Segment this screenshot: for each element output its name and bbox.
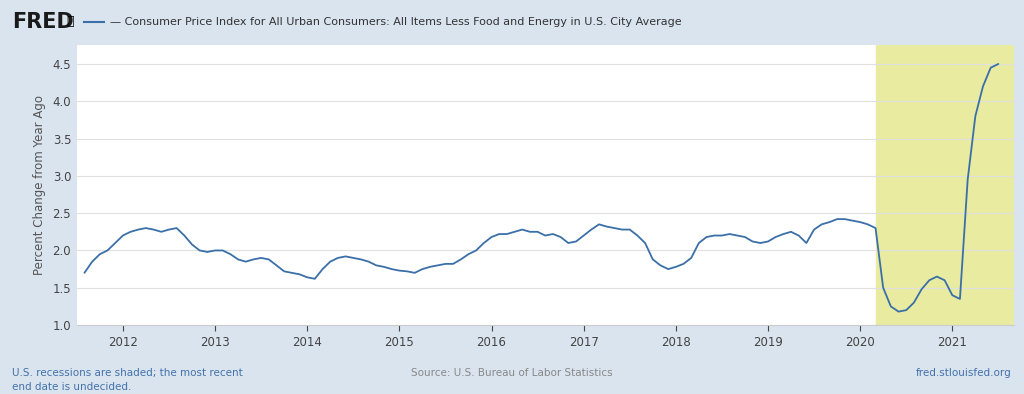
- Text: — Consumer Price Index for All Urban Consumers: All Items Less Food and Energy i: — Consumer Price Index for All Urban Con…: [110, 17, 681, 27]
- Text: U.S. recessions are shaded; the most recent
end date is undecided.: U.S. recessions are shaded; the most rec…: [12, 368, 243, 392]
- Text: FRED: FRED: [12, 12, 74, 32]
- Text: fred.stlouisfed.org: fred.stlouisfed.org: [915, 368, 1012, 378]
- Y-axis label: Percent Change from Year Ago: Percent Change from Year Ago: [33, 95, 46, 275]
- Text: 📈: 📈: [67, 15, 74, 28]
- Bar: [876, 45, 1014, 325]
- Text: Source: U.S. Bureau of Labor Statistics: Source: U.S. Bureau of Labor Statistics: [412, 368, 612, 378]
